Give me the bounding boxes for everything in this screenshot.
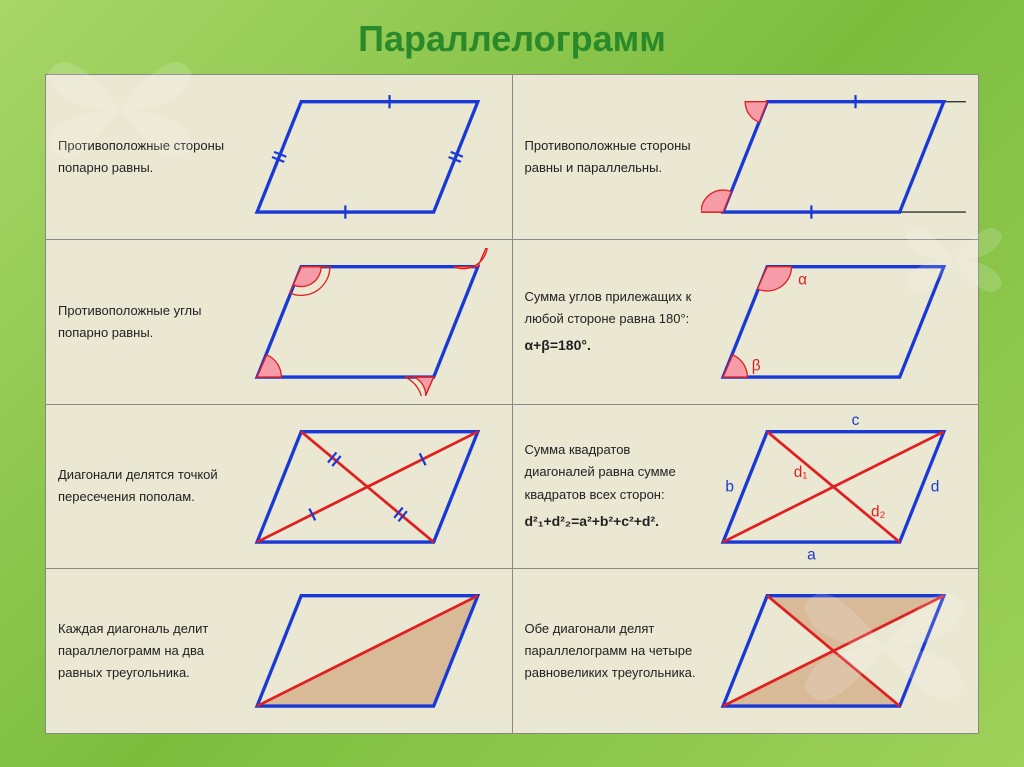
property-cell-1: Противоположные стороны равны и параллел… [513, 75, 979, 239]
page-title: Параллелограмм [0, 0, 1024, 74]
svg-text:c: c [852, 413, 860, 429]
property-diagram [235, 577, 500, 725]
property-text: Сумма углов прилежащих к любой стороне р… [525, 286, 702, 358]
property-diagram [235, 83, 500, 231]
svg-text:a: a [807, 546, 816, 560]
properties-grid: Противоположные стороны попарно равны. П… [45, 74, 979, 734]
property-text: Диагонали делятся точкой пересечения поп… [58, 464, 235, 508]
property-cell-0: Противоположные стороны попарно равны. [46, 75, 512, 239]
property-cell-4: Диагонали делятся точкой пересечения поп… [46, 405, 512, 569]
svg-text:d₁: d₁ [794, 463, 808, 480]
property-text: Обе диагонали делят параллелограмм на че… [525, 618, 702, 684]
property-text: Противоположные углы попарно равны. [58, 300, 235, 344]
property-cell-2: Противоположные углы попарно равны. [46, 240, 512, 404]
property-diagram: a b c d d₁ d₂ [701, 413, 966, 561]
svg-text:β: β [752, 357, 761, 374]
property-text: Противоположные стороны попарно равны. [58, 135, 235, 179]
property-diagram [235, 248, 500, 396]
property-cell-6: Каждая диагональ делит параллелограмм на… [46, 569, 512, 733]
svg-text:b: b [725, 478, 734, 495]
property-diagram [235, 413, 500, 561]
svg-text:α: α [798, 271, 807, 288]
property-text: Каждая диагональ делит параллелограмм на… [58, 618, 235, 684]
property-diagram [701, 83, 966, 231]
property-text: Сумма квадратов диагоналей равна сумме к… [525, 439, 702, 533]
property-diagram: αβ [701, 248, 966, 396]
property-text: Противоположные стороны равны и параллел… [525, 135, 702, 179]
property-cell-5: Сумма квадратов диагоналей равна сумме к… [513, 405, 979, 569]
formula: α+β=180°. [525, 334, 702, 358]
formula: d²₁+d²₂=a²+b²+c²+d². [525, 510, 702, 534]
property-cell-7: Обе диагонали делят параллелограмм на че… [513, 569, 979, 733]
property-diagram [701, 577, 966, 725]
svg-text:d₂: d₂ [871, 503, 886, 520]
property-cell-3: Сумма углов прилежащих к любой стороне р… [513, 240, 979, 404]
svg-text:d: d [931, 478, 940, 495]
